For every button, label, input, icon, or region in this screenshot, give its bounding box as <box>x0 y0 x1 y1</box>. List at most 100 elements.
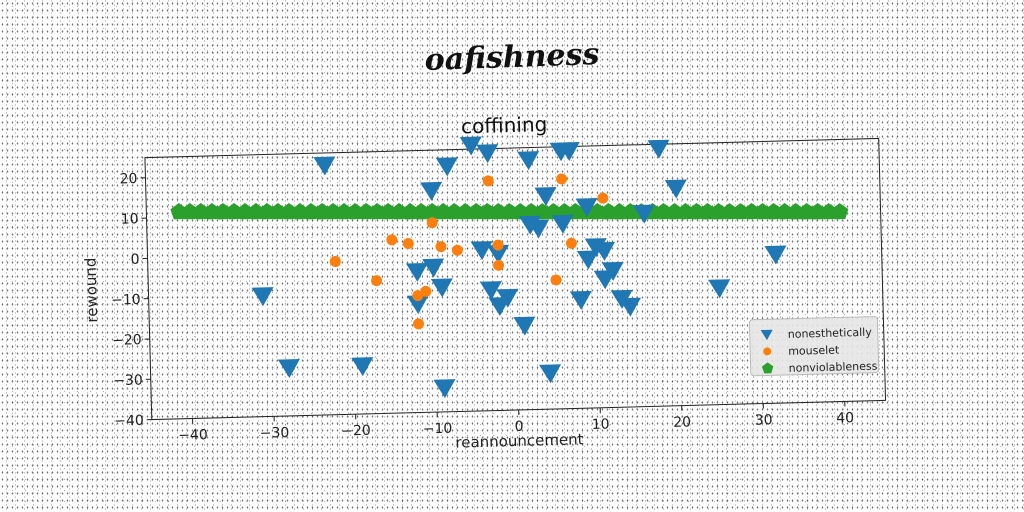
mouselet-point <box>597 192 609 204</box>
nonviolableness-point <box>225 203 243 220</box>
nonviolableness-point <box>324 203 342 220</box>
legend-box <box>748 316 880 377</box>
mouselet-point <box>402 237 414 249</box>
x-tick-label: −20 <box>341 423 371 440</box>
nonviolableness-point <box>787 203 805 220</box>
nonviolableness-point <box>445 202 463 220</box>
nonviolableness-point <box>401 203 419 220</box>
nonesthetically-point <box>479 281 502 301</box>
nonviolableness-point <box>754 202 772 220</box>
nonviolableness-point <box>522 203 540 220</box>
mouselet-point <box>329 256 341 268</box>
nonesthetically-point <box>351 357 374 377</box>
nonesthetically-point <box>708 279 731 299</box>
nonesthetically-point <box>430 278 453 298</box>
nonviolableness-point <box>809 203 827 220</box>
nonviolableness-point <box>247 202 265 220</box>
x-tick-label: 40 <box>836 410 854 426</box>
nonviolableness-point <box>214 203 232 220</box>
mouselet-point <box>426 217 438 229</box>
nonesthetically-point <box>557 142 580 162</box>
legend-marker-mouselet <box>763 347 772 356</box>
nonviolableness-point <box>765 203 783 220</box>
nonviolableness-point <box>203 203 221 220</box>
y-tick-label: 20 <box>119 171 137 187</box>
nonviolableness-point <box>258 202 276 220</box>
legend-label-mouselet: mouselet <box>788 344 840 358</box>
nonesthetically-point <box>575 198 598 218</box>
nonviolableness-point <box>588 203 607 220</box>
y-tick-label: −30 <box>113 372 143 389</box>
nonesthetically-point <box>313 156 336 176</box>
nonesthetically-point <box>593 241 616 261</box>
mouselet-point <box>565 237 577 249</box>
mouselet-point <box>412 290 424 302</box>
mouselet-point <box>420 285 432 297</box>
nonviolableness-point <box>721 203 739 220</box>
nonviolableness-point <box>368 202 386 220</box>
nonviolableness-point <box>665 203 684 220</box>
nonesthetically-point <box>433 379 456 399</box>
nonviolableness-point <box>599 203 618 220</box>
nonviolableness-point <box>412 203 430 220</box>
nonviolableness-point <box>181 202 199 220</box>
nonesthetically-point <box>435 157 458 177</box>
nonesthetically-point <box>534 187 557 206</box>
y-tick-label: 0 <box>130 252 139 268</box>
nonesthetically-point <box>420 181 443 201</box>
nonviolableness-point <box>698 203 717 220</box>
nonviolableness-point <box>379 203 397 220</box>
legend-label-nonviolableness: nonviolableness <box>788 360 877 375</box>
nonviolableness-point <box>346 202 364 220</box>
x-tick-label: 0 <box>514 419 523 435</box>
nonviolableness-point <box>302 203 320 220</box>
y-tick-label: −10 <box>111 292 141 309</box>
nonesthetically-point <box>513 316 536 336</box>
nonesthetically-point <box>764 245 787 265</box>
legend: nonesthetically mouselet nonviolableness <box>748 316 880 377</box>
nonesthetically-point <box>459 136 482 156</box>
legend-label-nonesthetically: nonesthetically <box>788 326 873 341</box>
nonviolableness-point <box>687 203 706 220</box>
nonesthetically-point <box>405 262 428 282</box>
nonviolableness-point <box>500 203 518 220</box>
nonviolableness-point <box>335 203 353 220</box>
nonesthetically-point <box>470 241 493 261</box>
nonviolableness-point <box>269 202 287 220</box>
nonviolableness-point <box>236 203 254 220</box>
nonesthetically-point <box>551 214 574 234</box>
nonviolableness-point <box>357 202 375 220</box>
chart-marks <box>170 136 849 399</box>
x-tick-label: −10 <box>423 421 453 438</box>
nonviolableness-point <box>533 203 551 220</box>
x-tick-label: 30 <box>755 412 773 428</box>
nonviolableness-point <box>831 203 849 220</box>
nonesthetically-point <box>632 204 655 224</box>
y-tick-label: −20 <box>112 332 142 349</box>
nonviolableness-point <box>776 203 794 220</box>
nonviolableness-point <box>489 203 507 220</box>
nonviolableness-point <box>467 202 485 220</box>
mouselet-point <box>371 275 383 287</box>
nonviolableness-point <box>511 203 529 220</box>
nonviolableness-point <box>478 203 496 220</box>
nonesthetically-point <box>251 287 274 307</box>
mouselet-point <box>435 241 447 253</box>
mouselet-point <box>493 259 505 271</box>
mouselet-point <box>482 175 494 187</box>
mouselet-point <box>386 234 398 246</box>
nonesthetically-point <box>487 244 510 264</box>
nonviolableness-point <box>423 203 441 220</box>
mouselet-point <box>556 173 568 185</box>
x-tick-label: 10 <box>592 417 610 433</box>
nonesthetically-point <box>476 144 499 164</box>
nonviolableness-point <box>434 203 452 220</box>
nonviolableness-point <box>798 203 816 220</box>
nonesthetically-point <box>610 289 633 309</box>
nonviolableness-point <box>610 203 629 220</box>
nonesthetically-point <box>527 219 550 239</box>
nonviolableness-point <box>192 203 210 220</box>
nonesthetically-point <box>539 364 562 384</box>
y-tick-label: 10 <box>121 211 139 227</box>
